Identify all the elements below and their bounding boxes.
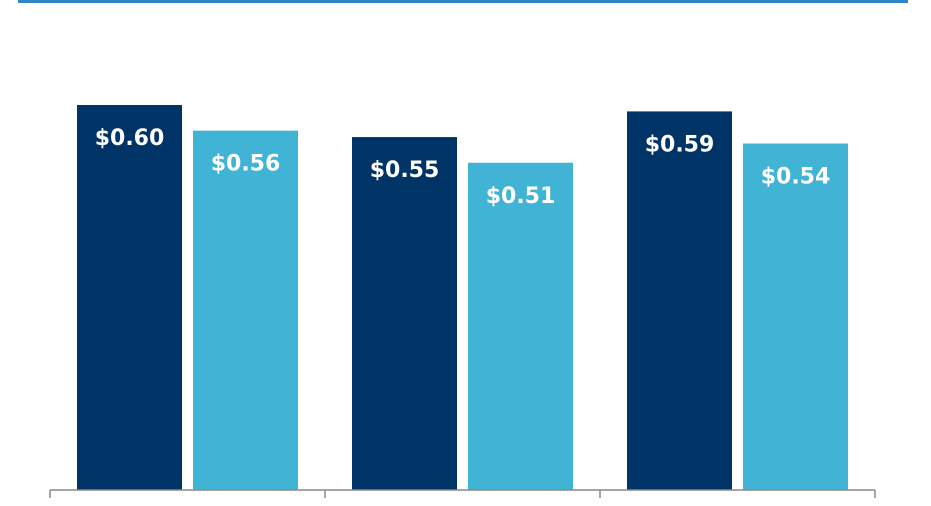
bar-s2-c1	[193, 130, 298, 490]
data-label-s2-c2: $0.51	[486, 184, 556, 209]
data-label-s1-c2: $0.55	[370, 158, 440, 183]
x-axis	[49, 489, 876, 498]
bar-s2-c3	[743, 143, 848, 490]
bar-s1-c3	[627, 111, 732, 491]
bar-s1-c2	[352, 137, 457, 491]
bar-s1-c1	[77, 105, 182, 490]
header-accent-rule	[18, 0, 908, 3]
data-label-s1-c3: $0.59	[645, 132, 715, 157]
data-label-s2-c1: $0.56	[211, 152, 281, 177]
bar-s2-c2	[468, 162, 573, 490]
data-label-s2-c3: $0.54	[761, 165, 831, 190]
bars-group: $0.60 $0.55 $0.59 $0.56 $0.51 $0.54	[77, 105, 848, 491]
data-label-s1-c1: $0.60	[95, 126, 165, 151]
